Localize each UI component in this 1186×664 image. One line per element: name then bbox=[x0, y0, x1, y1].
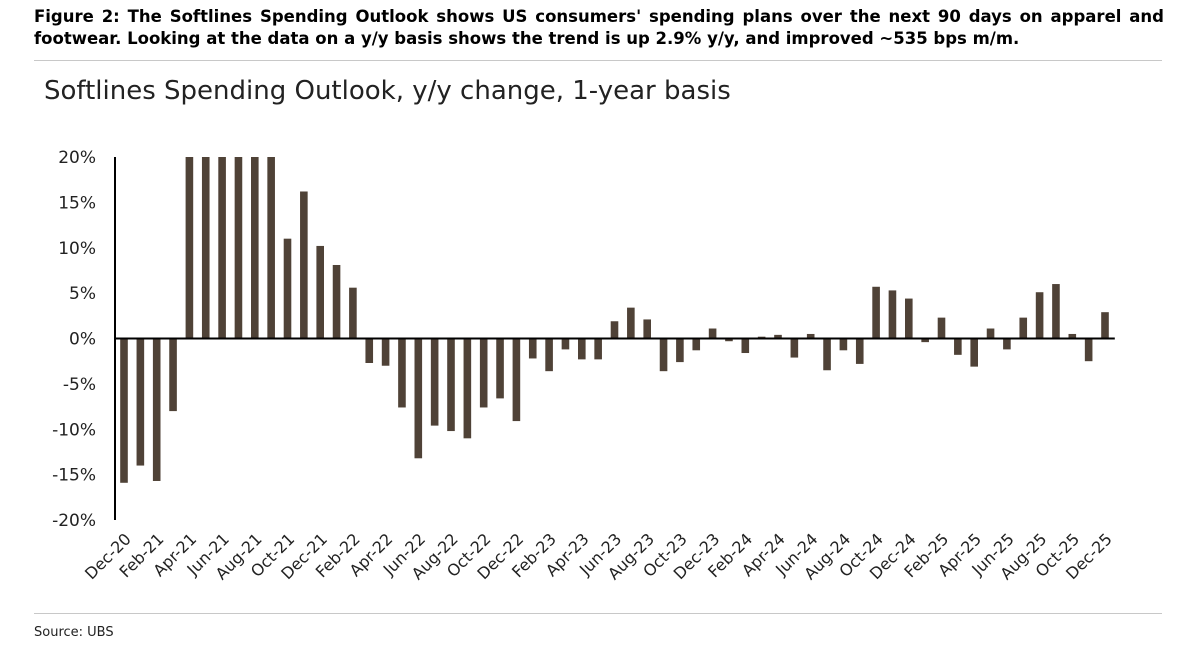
bar-Feb-25 bbox=[937, 317, 946, 339]
bar-Sep-23 bbox=[659, 338, 668, 372]
y-tick-label: 10% bbox=[58, 239, 96, 259]
bar-Jan-23 bbox=[528, 338, 537, 359]
bar-Aug-23 bbox=[643, 319, 651, 339]
bar-Oct-23 bbox=[676, 338, 684, 363]
bar-Jun-21 bbox=[218, 157, 226, 339]
bar-Aug-21 bbox=[251, 157, 259, 339]
bar-Nov-24 bbox=[888, 290, 897, 339]
y-tick-label: 20% bbox=[58, 148, 96, 168]
bar-Apr-21 bbox=[185, 157, 194, 339]
source-note: Source: UBS bbox=[34, 625, 114, 640]
bar-series bbox=[120, 157, 1109, 483]
bar-Jul-21 bbox=[234, 157, 243, 339]
top-divider bbox=[34, 60, 1162, 61]
bar-Dec-22 bbox=[512, 338, 521, 422]
bar-Sep-21 bbox=[267, 157, 275, 339]
bar-May-25 bbox=[986, 328, 995, 339]
bar-Dec-20 bbox=[120, 338, 128, 483]
bar-Jan-25 bbox=[921, 338, 929, 343]
bar-Feb-22 bbox=[349, 287, 357, 339]
bar-Nov-23 bbox=[692, 338, 701, 351]
bar-Aug-22 bbox=[447, 338, 455, 432]
bar-Jan-24 bbox=[725, 338, 733, 342]
bar-Jul-24 bbox=[823, 338, 831, 371]
bar-Sep-25 bbox=[1052, 284, 1060, 339]
bar-Nov-25 bbox=[1084, 338, 1093, 362]
y-tick-label: 15% bbox=[58, 193, 96, 213]
bar-Apr-25 bbox=[970, 338, 978, 367]
bar-Jul-23 bbox=[627, 307, 635, 339]
y-tick-label: 5% bbox=[69, 284, 96, 304]
bar-Oct-22 bbox=[479, 338, 488, 408]
chart-title: Softlines Spending Outlook, y/y change, … bbox=[44, 76, 731, 106]
bar-Oct-21 bbox=[283, 238, 292, 339]
figure-caption: Figure 2: The Softlines Spending Outlook… bbox=[34, 7, 1164, 48]
bar-Jul-22 bbox=[430, 338, 439, 426]
bar-Jan-22 bbox=[332, 264, 341, 339]
bar-Sep-24 bbox=[855, 338, 864, 364]
bar-May-22 bbox=[398, 338, 406, 408]
bar-Apr-24 bbox=[774, 334, 782, 339]
y-tick-label: -5% bbox=[63, 375, 96, 395]
bar-Jul-25 bbox=[1019, 317, 1028, 339]
bar-Mar-22 bbox=[365, 338, 374, 363]
bar-Jun-23 bbox=[610, 321, 619, 339]
bar-Dec-24 bbox=[905, 298, 913, 339]
bar-Oct-25 bbox=[1068, 333, 1077, 339]
bar-Oct-24 bbox=[872, 286, 880, 339]
bar-May-24 bbox=[790, 338, 799, 358]
y-tick-label: -15% bbox=[52, 466, 96, 486]
y-tick-label: -20% bbox=[52, 511, 96, 531]
bar-Aug-25 bbox=[1035, 292, 1044, 339]
bar-Jun-25 bbox=[1003, 338, 1011, 350]
bar-Aug-24 bbox=[839, 338, 848, 351]
bar-May-23 bbox=[594, 338, 602, 360]
bar-Dec-25 bbox=[1101, 312, 1109, 339]
bar-Sep-22 bbox=[463, 338, 472, 439]
bar-Mar-23 bbox=[561, 338, 570, 350]
bar-Apr-22 bbox=[381, 338, 390, 366]
bar-Jun-22 bbox=[414, 338, 423, 459]
bar-Feb-24 bbox=[741, 338, 750, 354]
x-axis-ticks: Dec-20Feb-21Apr-21Jun-21Aug-21Oct-21Dec-… bbox=[81, 529, 1116, 583]
bar-Feb-23 bbox=[545, 338, 553, 372]
bar-Mar-21 bbox=[169, 338, 177, 412]
bar-Mar-25 bbox=[954, 338, 962, 355]
bar-Feb-21 bbox=[152, 338, 161, 481]
bar-May-21 bbox=[201, 157, 210, 339]
bar-Nov-22 bbox=[496, 338, 504, 399]
y-tick-label: -10% bbox=[52, 420, 96, 440]
bottom-divider bbox=[34, 613, 1162, 614]
bar-Jun-24 bbox=[806, 333, 815, 339]
bar-Dec-21 bbox=[316, 245, 324, 339]
bar-Nov-21 bbox=[300, 191, 308, 339]
bar-Jan-21 bbox=[136, 338, 145, 466]
bar-Dec-23 bbox=[708, 328, 717, 339]
bar-Apr-23 bbox=[578, 338, 586, 360]
y-axis-ticks: 20% 15% 10% 5% 0% -5% -10% -15% -20% bbox=[52, 148, 96, 531]
y-tick-label: 0% bbox=[69, 330, 96, 350]
